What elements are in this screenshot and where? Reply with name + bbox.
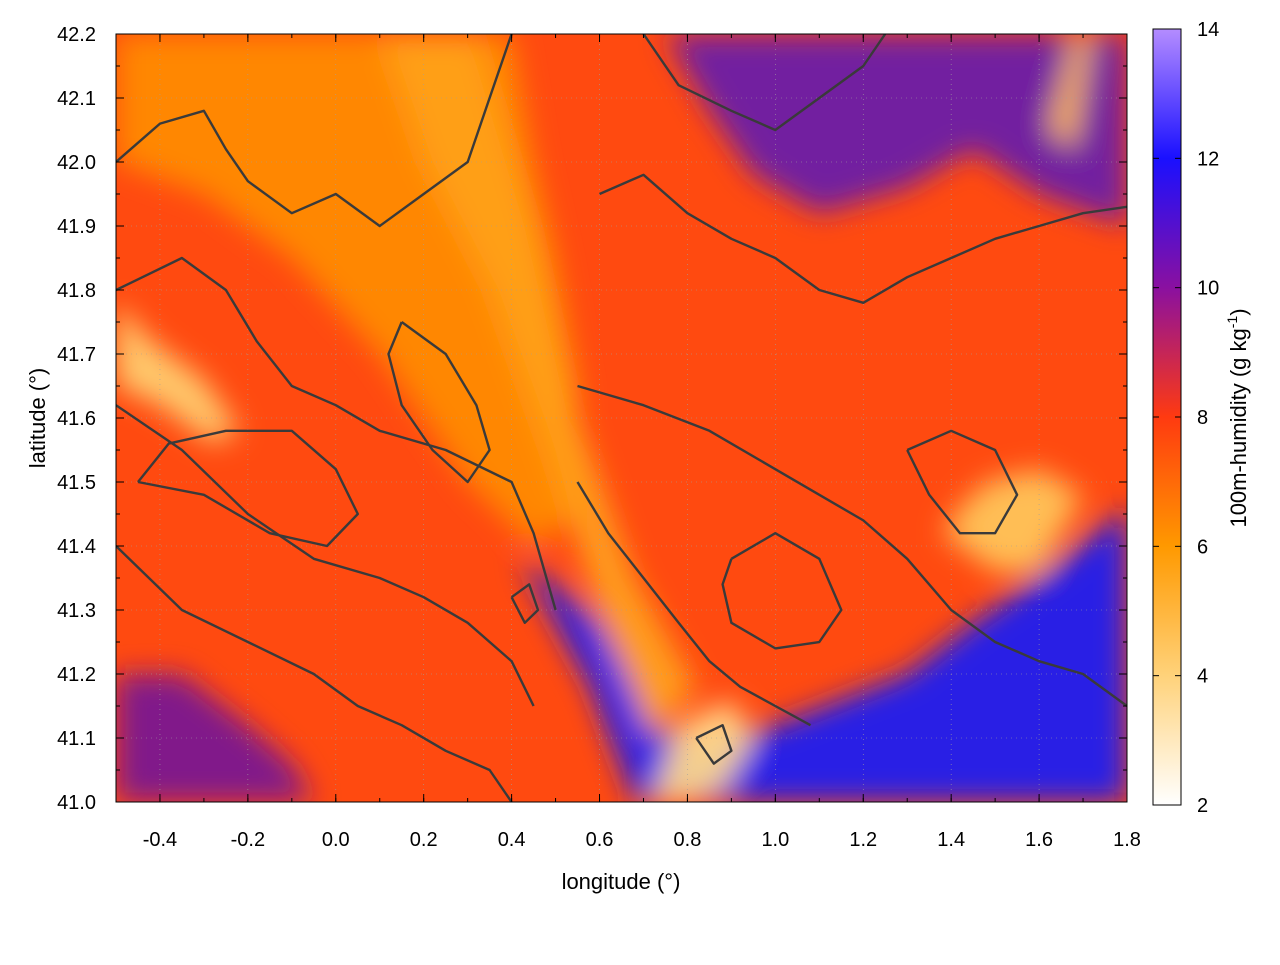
y-tick-label: 41.7 [57,344,96,366]
y-tick-label: 41.9 [57,216,96,238]
contour-line [906,429,1019,535]
contour-line [576,481,812,727]
contour-line [510,583,540,624]
x-axis-label: longitude (°) [562,869,681,894]
heatmap-region-coast-light [652,699,754,802]
heatmap-region-plume-orange [379,34,697,738]
x-tick-label: 1.6 [1025,829,1053,851]
colorbar-tick-label: 10 [1197,278,1219,300]
colorbar-label-end: ) [1226,308,1251,315]
y-tick-label: 42.0 [57,152,96,174]
colorbar-tick-label: 12 [1197,148,1219,170]
contour-line [116,404,535,707]
colorbar-tick-label: 4 [1197,666,1208,688]
contour-line [599,173,1127,304]
colorbar-label-superscript: -1 [1224,316,1240,329]
x-tick-label: 0.8 [674,829,702,851]
x-tick-label: 0.2 [410,829,438,851]
y-tick-label: 42.1 [57,88,96,110]
colorbar-label: 100m-humidity (g kg-1) [1224,308,1251,527]
y-axis-label: latitude (°) [25,368,50,469]
heatmap-region-sea-blue [520,507,1127,802]
y-tick-label: 41.5 [57,472,96,494]
y-tick-label: 41.2 [57,664,96,686]
contour-line [721,532,843,650]
x-tick-label: 0.6 [586,829,614,851]
heatmap-region-ne-light-streak [1047,34,1092,150]
contour-line [642,34,887,132]
contour-line [387,321,491,484]
contour-lines [116,34,1127,802]
heatmap-region-east-light [942,469,1083,572]
colorbar-tick-label: 2 [1197,795,1208,817]
colorbar-tick-label: 14 [1197,19,1219,41]
colorbar-tick-label: 8 [1197,407,1208,429]
x-tick-label: -0.2 [231,829,265,851]
y-tick-label: 41.0 [57,792,96,814]
heatmap-region-ne-purple [665,34,1127,226]
contour-line [116,34,513,228]
y-tick-label: 41.3 [57,600,96,622]
contour-line [695,724,733,765]
contour-line [577,384,1127,707]
heatmap-region-sw-purple [116,674,314,802]
x-tick-label: 0.4 [498,829,526,851]
x-tick-label: 1.2 [849,829,877,851]
y-tick-label: 42.2 [57,24,96,46]
heatmap-region-west-light [116,302,240,444]
y-tick-label: 41.6 [57,408,96,430]
colorbar-label-main: 100m-humidity (g kg [1226,328,1251,527]
x-tick-label: 0.0 [322,829,350,851]
x-tick-label: 1.0 [761,829,789,851]
colorbar-ticks: 2 4 6 8 10 12 14 [1153,19,1219,817]
x-axis-ticks: -0.4 -0.2 0.0 0.2 0.4 0.6 0.8 1.0 1.2 1.4 1.6 1.8 [115,34,1141,851]
y-tick-label: 41.1 [57,728,96,750]
contour-line [116,256,557,611]
y-tick-label: 41.8 [57,280,96,302]
contour-line [137,429,359,548]
x-tick-label: 1.4 [937,829,965,851]
grid-lines [116,34,1127,802]
colorbar-tick-label: 6 [1197,536,1208,558]
x-tick-label: -0.4 [143,829,177,851]
y-axis-ticks: 41.0 41.1 41.2 41.3 41.4 41.5 41.6 41.7 41.8 41.9… [57,24,1127,814]
contour-line [116,545,513,802]
y-tick-label: 41.4 [57,536,96,558]
x-tick-label: 1.8 [1113,829,1141,851]
